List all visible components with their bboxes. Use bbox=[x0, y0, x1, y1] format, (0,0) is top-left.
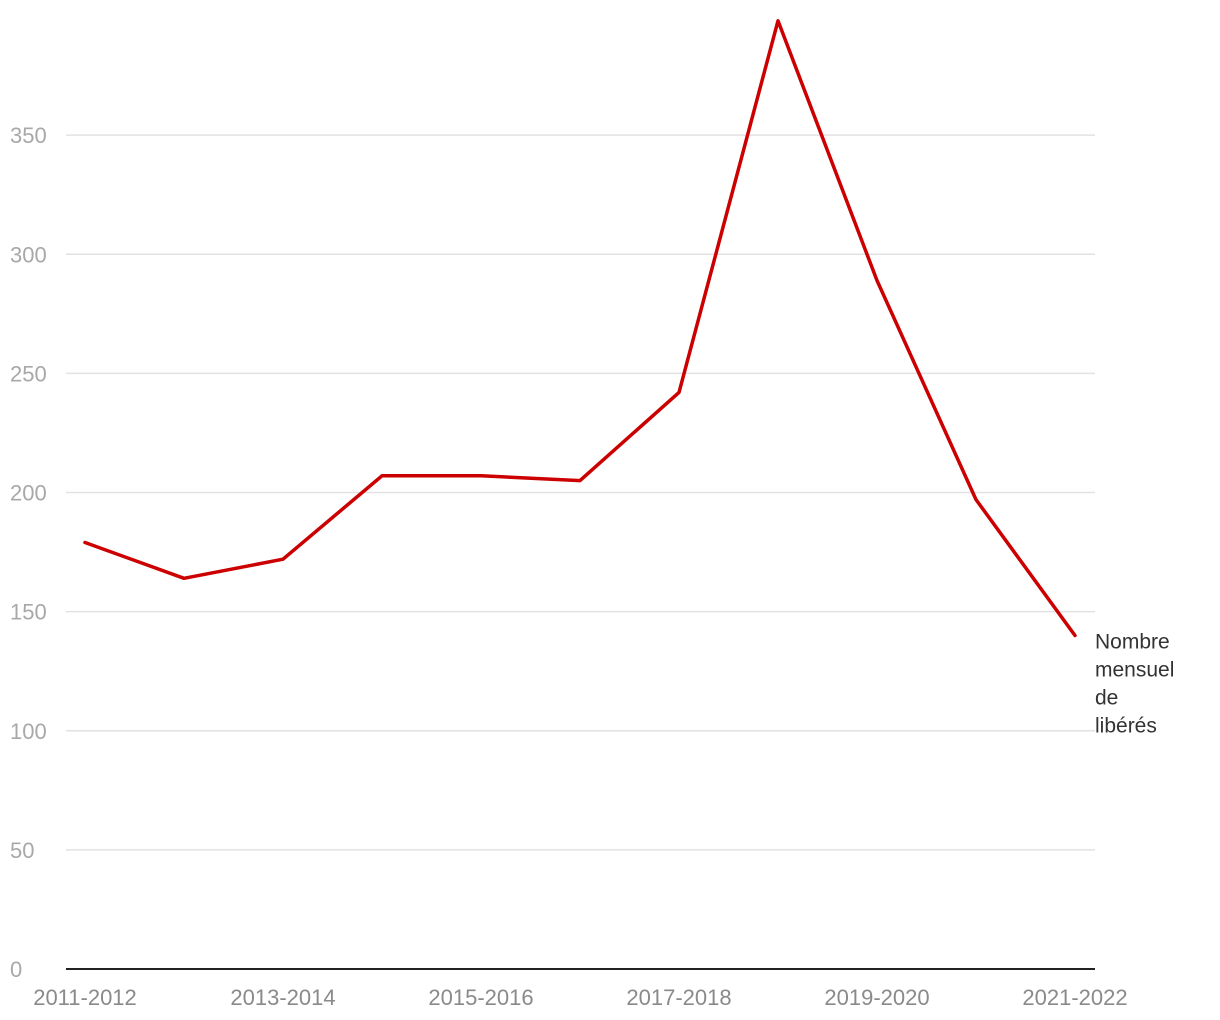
x-tick-label: 2011-2012 bbox=[33, 985, 137, 1010]
y-tick-label: 100 bbox=[10, 719, 47, 744]
y-tick-label: 150 bbox=[10, 600, 47, 625]
y-tick-label: 250 bbox=[10, 361, 47, 386]
series-label: Nombre mensuel de libérés bbox=[1095, 630, 1174, 737]
series-group bbox=[83, 19, 1077, 638]
x-axis-ticks: 2011-2012 2013-2014 2015-2016 2017-2018 2019… bbox=[33, 985, 1127, 1010]
x-tick-label: 2013-2014 bbox=[230, 985, 335, 1010]
series-labels: Nombre mensuel de libérés bbox=[1095, 630, 1174, 737]
y-tick-label: 350 bbox=[10, 123, 47, 148]
y-tick-label: 200 bbox=[10, 481, 47, 506]
x-tick-label: 2017-2018 bbox=[626, 985, 731, 1010]
x-tick-label: 2019-2020 bbox=[824, 985, 929, 1010]
series-line-0 bbox=[83, 19, 1077, 638]
y-tick-label: 0 bbox=[10, 957, 22, 982]
y-axis-ticks: 0 50 100 150 200 250 300 350 bbox=[10, 123, 47, 982]
y-tick-label: 50 bbox=[10, 838, 34, 863]
x-tick-label: 2021-2022 bbox=[1022, 985, 1127, 1010]
x-tick-label: 2015-2016 bbox=[428, 985, 533, 1010]
grid-lines bbox=[66, 134, 1095, 851]
y-tick-label: 300 bbox=[10, 242, 47, 267]
